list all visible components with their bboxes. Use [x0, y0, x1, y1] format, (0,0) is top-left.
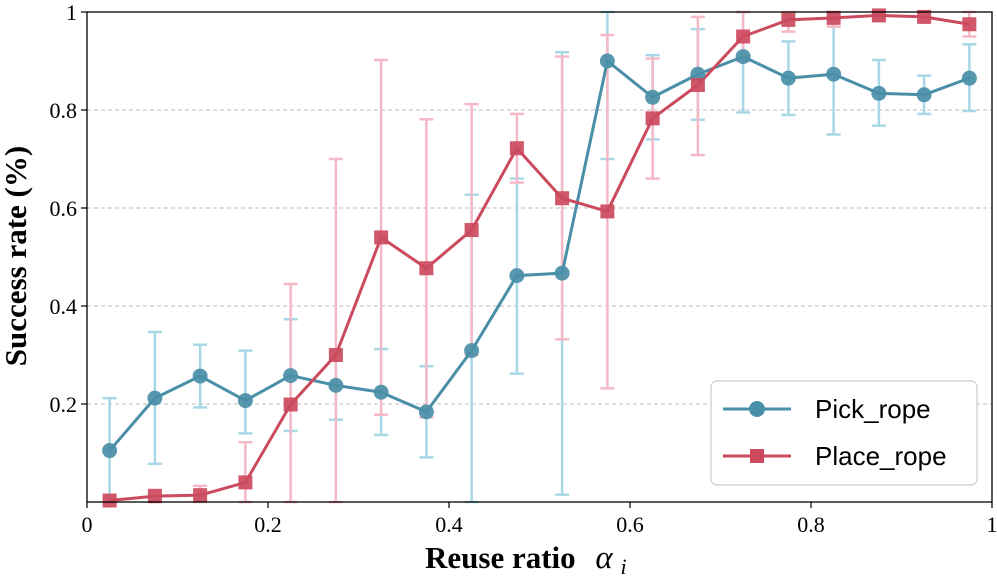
point-pick-rope-11 — [599, 53, 615, 69]
point-pick-rope-4 — [283, 368, 299, 384]
series-markers — [102, 8, 977, 508]
x-axis-title-subscript: i — [620, 554, 626, 577]
point-place-rope-6 — [374, 230, 389, 245]
point-place-rope-11 — [600, 204, 615, 219]
series-line-place-rope — [109, 13, 970, 503]
point-pick-rope-8 — [464, 343, 480, 359]
point-place-rope-17 — [871, 8, 886, 23]
series-lines — [108, 13, 970, 503]
point-pick-rope-14 — [735, 49, 751, 65]
point-place-rope-15 — [781, 12, 796, 27]
point-pick-rope-0 — [102, 443, 118, 459]
point-place-rope-3 — [238, 475, 253, 490]
x-tick-label-1: 0.2 — [254, 512, 282, 537]
point-pick-rope-5 — [328, 377, 344, 393]
x-axis-title-text: Reuse ratio — [425, 540, 576, 575]
x-axis-title-symbol: α — [595, 540, 613, 576]
point-place-rope-19 — [962, 17, 977, 32]
x-tick-label-2: 0.4 — [435, 512, 463, 537]
point-pick-rope-10 — [554, 265, 570, 281]
point-pick-rope-3 — [237, 393, 253, 409]
series-line-pick-rope — [108, 55, 970, 452]
plot-frame — [86, 11, 993, 503]
point-place-rope-16 — [826, 10, 841, 25]
x-tick-label-4: 0.8 — [797, 512, 825, 537]
point-place-rope-5 — [328, 348, 343, 362]
point-pick-rope-6 — [373, 384, 389, 400]
point-pick-rope-15 — [780, 70, 796, 86]
errorbar-place-rope-4 — [283, 282, 298, 504]
y-tick-label-4: 1 — [66, 0, 77, 25]
y-tick-label-3: 0.8 — [50, 98, 78, 123]
point-place-rope-13 — [690, 78, 705, 93]
errorbar-place-rope-5 — [328, 157, 343, 504]
x-axis-title: Reuse ratio α i — [425, 540, 627, 577]
y-axis-title: Success rate (%) — [0, 146, 33, 366]
point-pick-rope-17 — [871, 85, 887, 101]
point-place-rope-0 — [102, 493, 117, 508]
point-place-rope-8 — [464, 223, 479, 238]
legend-label-pick-rope: Pick_rope — [815, 394, 931, 424]
point-pick-rope-12 — [645, 89, 661, 105]
point-place-rope-1 — [147, 489, 162, 504]
point-place-rope-4 — [283, 397, 298, 412]
axis-ticks: 0 0.2 0.4 0.6 0.8 1 0.2 0.4 0.6 0.8 1 — [50, 0, 997, 537]
point-pick-rope-13 — [690, 66, 706, 82]
point-place-rope-18 — [917, 9, 932, 24]
point-place-rope-12 — [645, 111, 660, 126]
x-tick-label-3: 0.6 — [616, 512, 644, 537]
y-tick-label-0: 0.2 — [50, 392, 78, 417]
y-tick-label-2: 0.6 — [50, 196, 78, 221]
y-tick-label-1: 0.4 — [50, 294, 78, 319]
legend-marker-pick-rope — [749, 401, 765, 417]
x-tick-label-5: 1 — [987, 512, 997, 537]
legend-label-place-rope: Place_rope — [815, 441, 947, 471]
point-place-rope-14 — [736, 29, 751, 44]
point-pick-rope-1 — [147, 390, 163, 406]
point-pick-rope-7 — [418, 404, 434, 420]
point-place-rope-10 — [555, 191, 570, 206]
legend: Pick_rope Place_rope — [710, 380, 978, 486]
point-pick-rope-18 — [916, 87, 932, 103]
x-tick-label-0: 0 — [82, 512, 93, 537]
point-place-rope-7 — [419, 261, 434, 276]
point-pick-rope-9 — [509, 268, 525, 284]
errorbar-pick-rope-3 — [238, 349, 253, 435]
point-pick-rope-16 — [826, 66, 842, 82]
point-place-rope-2 — [193, 488, 208, 503]
grid-lines — [87, 109, 992, 405]
point-place-rope-9 — [509, 141, 524, 156]
point-pick-rope-19 — [961, 70, 977, 86]
legend-box — [710, 380, 978, 486]
legend-marker-place-rope — [750, 449, 764, 463]
point-pick-rope-2 — [192, 368, 208, 384]
